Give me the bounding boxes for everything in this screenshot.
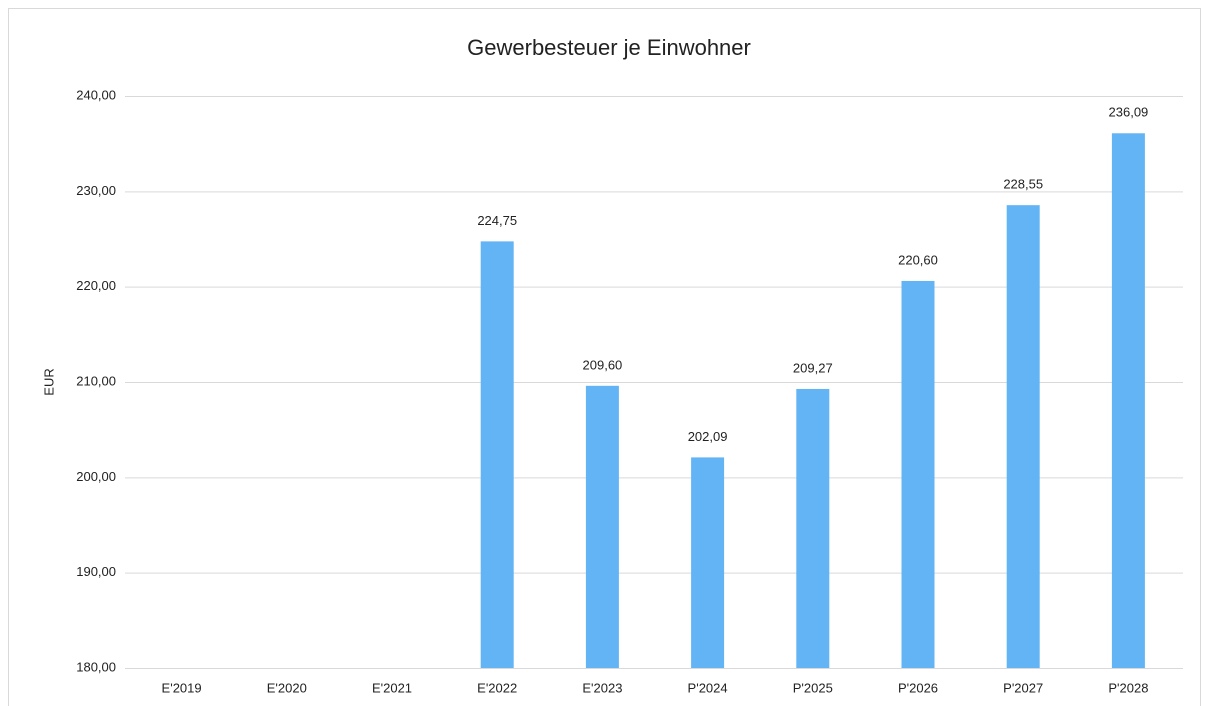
value-label: 220,60 bbox=[898, 252, 938, 267]
y-tick-label: 190,00 bbox=[76, 564, 116, 579]
value-label: 228,55 bbox=[1003, 177, 1043, 192]
x-tick-label: P'2026 bbox=[898, 680, 938, 695]
value-label: 209,27 bbox=[793, 360, 833, 375]
bar bbox=[585, 385, 619, 668]
x-tick-label: P'2028 bbox=[1108, 680, 1148, 695]
chart-title: Gewerbesteuer je Einwohner bbox=[467, 35, 751, 60]
bar bbox=[796, 388, 830, 668]
bar bbox=[901, 280, 935, 668]
chart-frame bbox=[8, 8, 1201, 706]
x-tick-label: E'2023 bbox=[582, 680, 622, 695]
bar bbox=[1111, 133, 1145, 668]
y-tick-label: 230,00 bbox=[76, 183, 116, 198]
bar bbox=[691, 457, 725, 668]
value-label: 202,09 bbox=[688, 429, 728, 444]
value-label: 224,75 bbox=[477, 213, 517, 228]
y-tick-label: 180,00 bbox=[76, 659, 116, 674]
x-tick-label: E'2022 bbox=[477, 680, 517, 695]
x-tick-label: E'2019 bbox=[162, 680, 202, 695]
value-label: 209,60 bbox=[583, 357, 623, 372]
y-tick-label: 220,00 bbox=[76, 278, 116, 293]
bar bbox=[480, 241, 514, 668]
y-tick-label: 240,00 bbox=[76, 87, 116, 102]
x-tick-label: E'2020 bbox=[267, 680, 307, 695]
x-tick-label: E'2021 bbox=[372, 680, 412, 695]
value-label: 236,09 bbox=[1109, 105, 1149, 120]
bar bbox=[1006, 205, 1040, 668]
x-tick-label: P'2025 bbox=[793, 680, 833, 695]
y-tick-label: 210,00 bbox=[76, 373, 116, 388]
x-tick-label: P'2027 bbox=[1003, 680, 1043, 695]
y-axis-label: EUR bbox=[41, 368, 56, 395]
x-tick-label: P'2024 bbox=[688, 680, 728, 695]
y-tick-label: 200,00 bbox=[76, 469, 116, 484]
